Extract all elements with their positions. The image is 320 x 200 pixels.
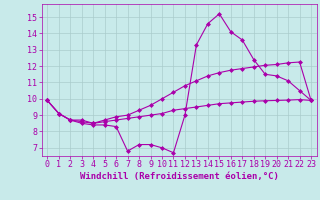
X-axis label: Windchill (Refroidissement éolien,°C): Windchill (Refroidissement éolien,°C) — [80, 172, 279, 181]
